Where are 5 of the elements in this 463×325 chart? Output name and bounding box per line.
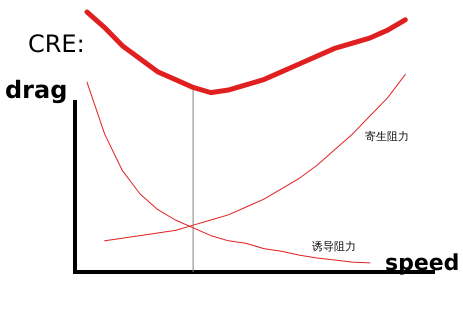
annotation: 寄生阻力 — [365, 130, 409, 143]
text: CRE: — [28, 30, 85, 58]
annotation: 诱导阻力 — [312, 240, 356, 253]
x-axis-title: speed — [385, 251, 460, 276]
y-axis-title: drag — [5, 76, 68, 104]
